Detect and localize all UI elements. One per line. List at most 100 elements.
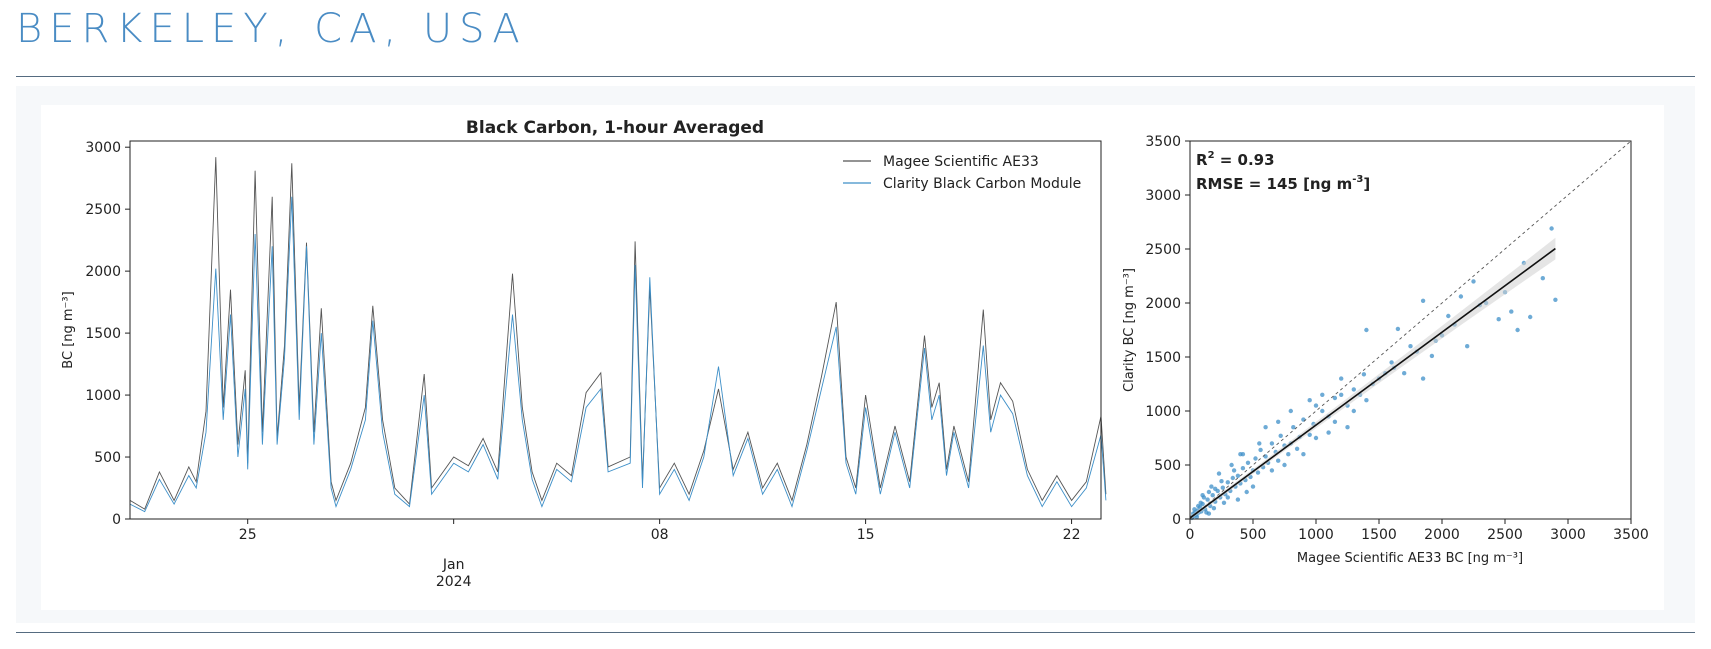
scatter-point: [1288, 408, 1294, 414]
rmse-exponent: -3: [1352, 174, 1363, 185]
scatter-point: [1240, 452, 1246, 457]
scatter-x-axis-label: Magee Scientific AE33 BC [ng m⁻³]: [1297, 551, 1523, 566]
timeseries-y-tick-label: 500: [94, 450, 121, 466]
timeseries-title: Black Carbon, 1-hour Averaged: [466, 118, 764, 138]
scatter-point: [1301, 417, 1306, 422]
scatter-point: [1276, 419, 1281, 424]
scatter-point: [1549, 226, 1554, 231]
scatter-point: [1230, 475, 1236, 481]
timeseries-y-tick-label: 1000: [85, 388, 121, 404]
timeseries-legend: Magee Scientific AE33 Clarity Black Carb…: [843, 154, 1081, 192]
scatter-point: [1351, 408, 1357, 414]
scatter-point: [1250, 484, 1256, 489]
scatter-point: [1540, 276, 1546, 281]
scatter-point: [1515, 327, 1520, 333]
scatter-point: [1286, 452, 1291, 457]
scatter-x-tick-label: 3500: [1613, 527, 1649, 543]
scatter-point: [1263, 454, 1268, 459]
timeseries-x-tick-label: 25: [239, 527, 257, 543]
scatter-y-tick-label: 0: [1172, 512, 1181, 528]
regression-line: [1189, 247, 1556, 519]
scatter-point: [1402, 371, 1407, 376]
scatter-point: [1231, 468, 1237, 473]
scatter-point: [1339, 392, 1344, 397]
scatter-point: [1200, 493, 1205, 498]
scatter-point: [1301, 452, 1306, 457]
timeseries-x-tick-label: 15: [857, 527, 875, 543]
footer-divider: [16, 632, 1695, 633]
scatter-point: [1429, 353, 1435, 359]
r2-value: = 0.93: [1215, 151, 1275, 169]
scatter-point: [1205, 497, 1210, 502]
page-title: BERKELEY, CA, USA: [16, 6, 527, 52]
scatter-point: [1458, 294, 1464, 299]
scatter-y-tick-label: 1000: [1145, 404, 1181, 420]
scatter-point: [1320, 408, 1325, 414]
scatter-point: [1332, 395, 1338, 401]
scatter-x-tick-label: 2000: [1424, 527, 1460, 543]
scatter-point: [1253, 456, 1258, 461]
timeseries-y-tick-label: 2000: [85, 264, 121, 280]
scatter-x-tick-label: 3000: [1550, 527, 1586, 543]
timeseries-line-clarity: [129, 196, 1107, 513]
scatter-point: [1395, 326, 1401, 332]
timeseries-line-magee: [129, 157, 1107, 510]
scatter-point: [1339, 376, 1344, 381]
timeseries-y-tick-label: 0: [112, 512, 121, 528]
figure-card: [41, 105, 1664, 610]
scatter-point: [1313, 403, 1319, 408]
scatter-point: [1240, 466, 1246, 471]
scatter-point: [1496, 317, 1501, 322]
scatter-point: [1282, 462, 1287, 468]
scatter-point: [1219, 479, 1224, 484]
scatter-point: [1216, 471, 1222, 476]
scatter-point: [1276, 458, 1281, 463]
scatter-point: [1364, 398, 1369, 403]
scatter-plot-frame: [1189, 140, 1632, 520]
rmse-close: ]: [1363, 175, 1370, 193]
scatter-point: [1263, 425, 1268, 430]
scatter-point: [1294, 446, 1300, 451]
timeseries-chart: Black Carbon, 1-hour Averaged BC [ng m⁻³…: [61, 118, 1107, 590]
timeseries-x-tick-label: Jan: [442, 557, 465, 573]
scatter-point: [1313, 435, 1319, 441]
scatter-point: [1345, 425, 1350, 430]
scatter-point: [1225, 480, 1231, 485]
scatter-point: [1209, 484, 1214, 489]
scatter-point: [1269, 468, 1275, 473]
scatter-point: [1235, 473, 1241, 478]
timeseries-y-axis-label: BC [ng m⁻³]: [61, 291, 76, 368]
timeseries-x-tick-sublabel: 2024: [436, 574, 472, 590]
scatter-point: [1206, 511, 1212, 516]
legend-label-clarity: Clarity Black Carbon Module: [883, 176, 1081, 192]
scatter-point: [1553, 297, 1558, 302]
scatter-point: [1389, 360, 1394, 365]
scatter-point: [1307, 398, 1312, 403]
scatter-point: [1332, 419, 1338, 424]
scatter-point: [1320, 392, 1325, 397]
scatter-point: [1210, 493, 1215, 498]
scatter-point: [1278, 433, 1283, 438]
scatter-point: [1213, 486, 1218, 491]
scatter-point: [1192, 507, 1197, 512]
scatter-point: [1198, 500, 1203, 505]
scatter-point: [1307, 432, 1312, 437]
scatter-point: [1420, 298, 1426, 303]
scatter-point: [1269, 441, 1275, 446]
scatter-x-tick-label: 2500: [1487, 527, 1523, 543]
scatter-point: [1225, 495, 1231, 500]
timeseries-y-tick-label: 1500: [85, 326, 121, 342]
header-divider: [16, 76, 1695, 77]
timeseries-y-tick-label: 3000: [85, 140, 121, 156]
rmse-annotation: RMSE = 145 [ng m-3]: [1196, 174, 1370, 193]
scatter-point: [1229, 462, 1234, 468]
scatter-y-tick-label: 500: [1154, 458, 1181, 474]
scatter-x-tick-label: 0: [1186, 527, 1195, 543]
scatter-point: [1509, 309, 1514, 314]
scatter-point: [1211, 506, 1217, 511]
scatter-x-tick-label: 1000: [1298, 527, 1334, 543]
scatter-point: [1221, 500, 1227, 505]
r2-exponent: 2: [1208, 150, 1215, 161]
scatter-x-tick-label: 500: [1240, 527, 1267, 543]
